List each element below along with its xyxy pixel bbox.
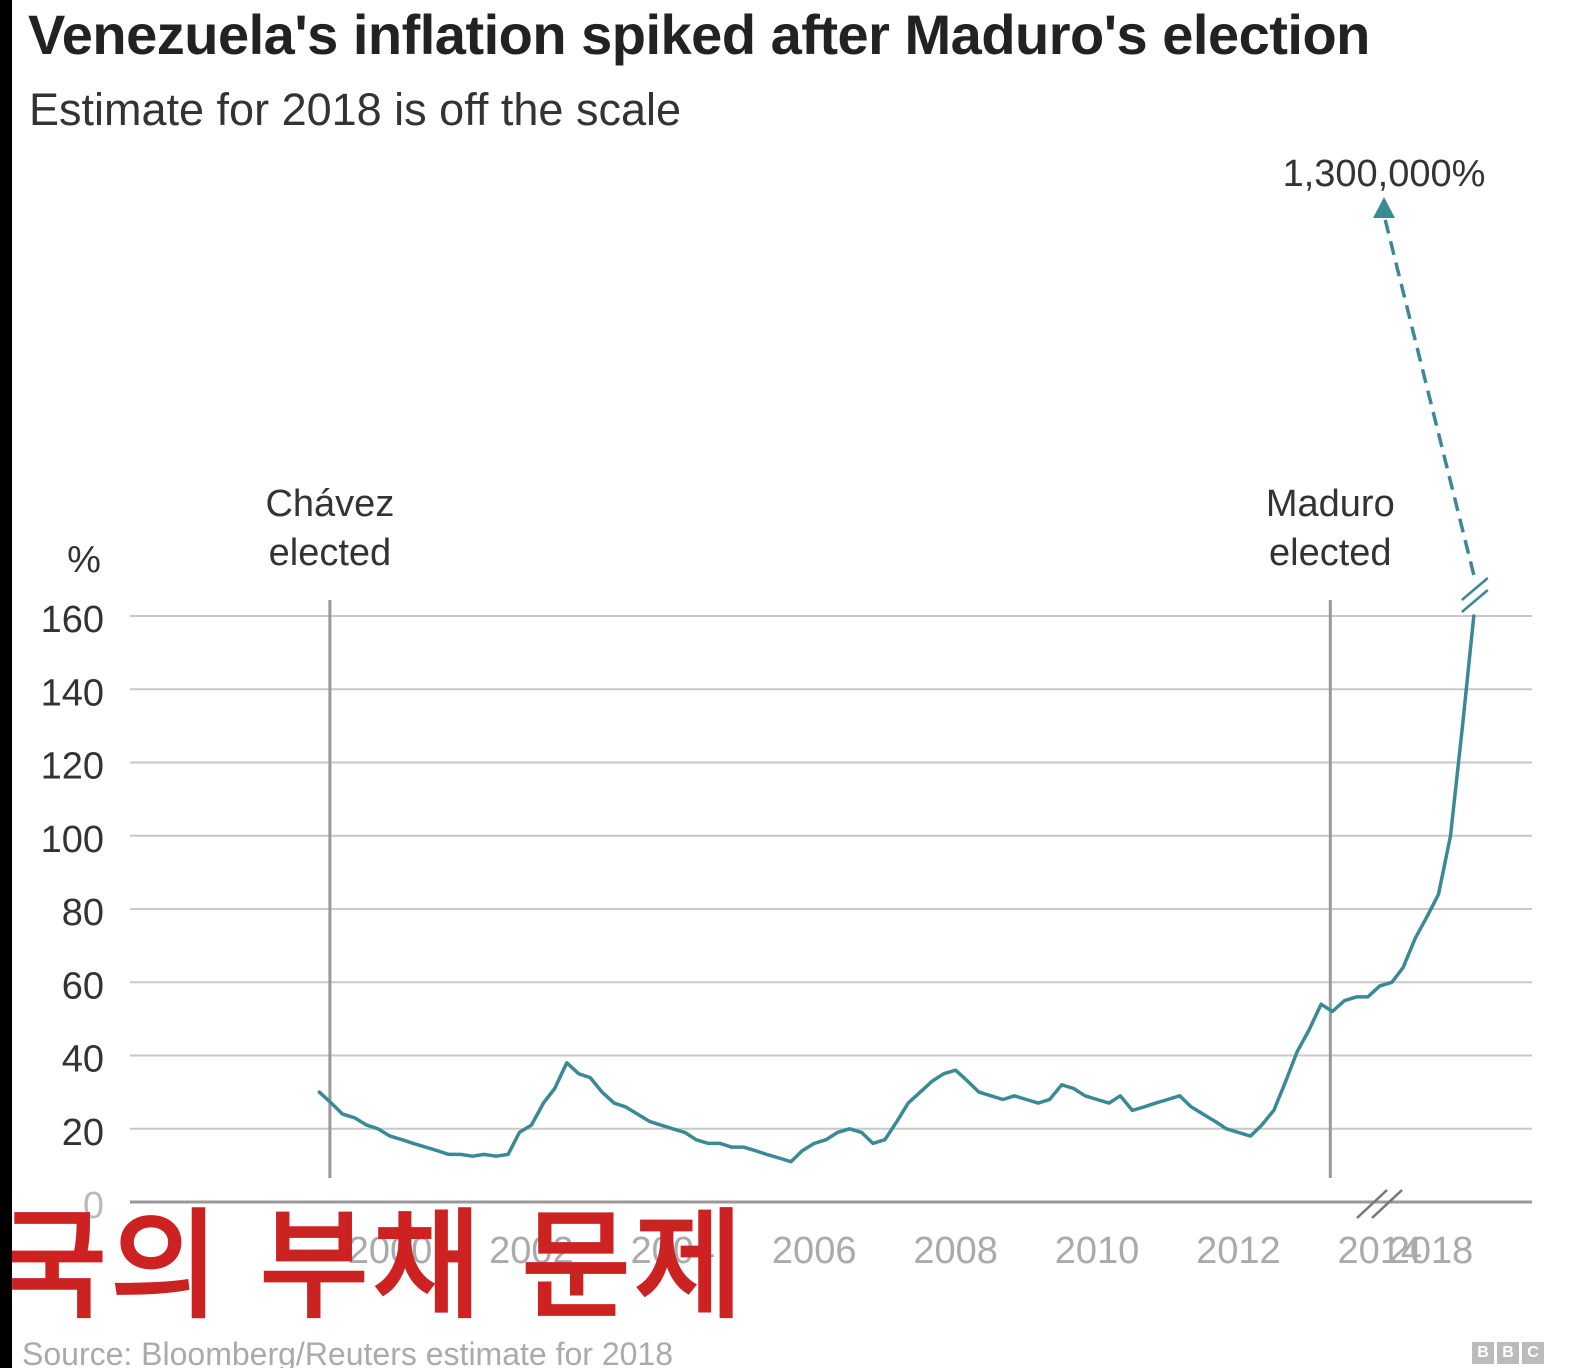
x-tick-label: 2004 (631, 1230, 716, 1272)
event-label: Chávez (265, 483, 394, 525)
chart-frame: Venezuela's inflation spiked after Madur… (12, 0, 1570, 1368)
line-break-mark (1461, 589, 1489, 613)
x-tick-label: 2008 (913, 1230, 998, 1272)
x-tick-label: 2000 (348, 1230, 433, 1272)
estimate-dashed-line (1382, 214, 1476, 576)
line-chart: Chávez elected Maduro elected 1,300,000% 0 2… (41, 153, 1532, 1272)
x-tick-label: 2010 (1055, 1230, 1140, 1272)
series-layer: 1,300,000% (317, 153, 1489, 1164)
axis-break-mark (1356, 1189, 1388, 1219)
bbc-logo-block: B (1472, 1342, 1494, 1364)
estimate-label: 1,300,000% (1283, 153, 1486, 195)
event-label: Maduro (1266, 483, 1395, 525)
y-tick-label: 20 (62, 1112, 104, 1154)
x-tick-label: 2002 (489, 1230, 574, 1272)
y-tick-label: 140 (41, 672, 104, 714)
x-tick-label: 2014 (1338, 1230, 1423, 1272)
chart-title: Venezuela's inflation spiked after Madur… (28, 3, 1370, 66)
inflation-line (317, 614, 1476, 1164)
y-tick-label: 120 (41, 746, 104, 788)
x-tick-label: 2018 (1389, 1230, 1474, 1272)
y-tick-label: 80 (62, 892, 104, 934)
axis-labels: 0 20 40 60 80 100 120 140 160% 2000 2002 2004 2006 20… (41, 539, 1474, 1272)
line-break-mark (1461, 577, 1489, 601)
y-tick-label: 100 (41, 819, 104, 861)
y-tick-label: 160 (41, 599, 104, 641)
source-note: Source: Bloomberg/Reuters estimate for 2… (22, 1336, 673, 1368)
y-tick-label: 0 (83, 1185, 104, 1227)
estimate-arrowhead (1373, 197, 1395, 218)
x-tick-label: 2006 (772, 1230, 857, 1272)
y-tick-label: 60 (62, 965, 104, 1007)
grid-lines (130, 615, 1532, 1204)
korean-caption-overlay: 국의 부채 문제 (12, 1201, 747, 1333)
event-label: elected (1269, 532, 1392, 574)
event-label: elected (269, 532, 392, 574)
y-tick-label: 40 (62, 1039, 104, 1081)
bbc-logo-block: B (1497, 1342, 1519, 1364)
event-markers: Chávez elected Maduro elected (265, 483, 1395, 1178)
x-tick-label: 2012 (1196, 1230, 1281, 1272)
bbc-logo-block: C (1522, 1342, 1544, 1364)
y-axis-label: % (67, 539, 101, 581)
axis-break-mark (1371, 1189, 1403, 1219)
chart-subtitle: Estimate for 2018 is off the scale (29, 84, 682, 135)
